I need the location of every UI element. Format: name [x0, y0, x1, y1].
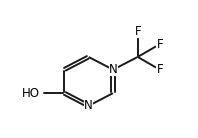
Text: F: F: [134, 25, 141, 38]
Text: HO: HO: [21, 87, 39, 100]
Text: N: N: [84, 99, 93, 112]
Text: F: F: [156, 63, 163, 76]
Text: F: F: [156, 38, 163, 51]
Text: N: N: [109, 63, 117, 76]
